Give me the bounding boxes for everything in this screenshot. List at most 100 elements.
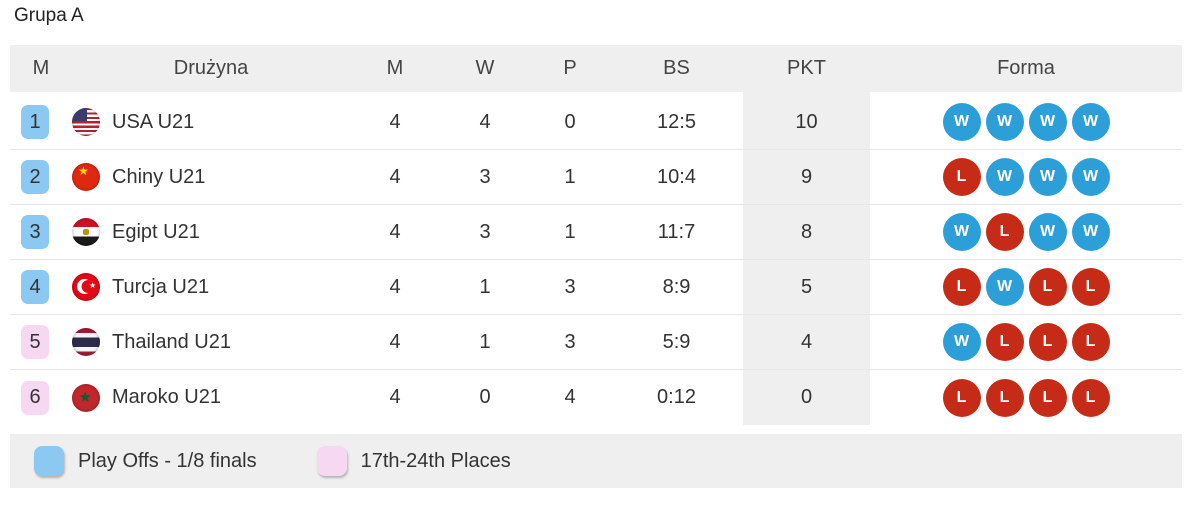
loss-badge: L <box>1028 378 1067 417</box>
win-badge: W <box>1071 103 1110 141</box>
set-ratio-value: 10:4 <box>657 165 696 188</box>
china-flag-icon <box>72 163 100 191</box>
set-ratio-value: 11:7 <box>657 220 696 243</box>
loss-badge: L <box>985 378 1024 417</box>
table-header-row: M Drużyna M W P BS PKT Forma <box>10 45 1182 92</box>
set-ratio-value: 0:12 <box>657 386 696 408</box>
header-matches: M <box>386 57 404 79</box>
header-team: Drużyna <box>173 57 249 79</box>
legend-label: Play Offs - 1/8 finals <box>78 449 257 472</box>
set-ratio-value: 12:5 <box>657 110 696 133</box>
header-form: Forma <box>997 57 1055 79</box>
position-badge: 1 <box>21 105 49 139</box>
losses-value: 3 <box>564 275 576 298</box>
win-badge: W <box>942 323 981 361</box>
team-name[interactable]: Turcja U21 <box>112 275 210 298</box>
legend-label: 17th-24th Places <box>360 449 511 472</box>
legend-bar: Play Offs - 1/8 finals 17th-24th Places <box>10 434 1182 488</box>
wins-value: 3 <box>479 165 491 188</box>
position-badge: 6 <box>21 380 49 415</box>
header-wins: W <box>475 57 495 79</box>
places-color-swatch <box>316 446 347 476</box>
matches-played-value: 4 <box>389 110 401 133</box>
wins-value: 0 <box>479 386 491 408</box>
points-value: 4 <box>800 330 813 353</box>
egypt-flag-icon <box>72 218 100 246</box>
loss-badge: L <box>985 213 1024 251</box>
set-ratio-value: 8:9 <box>662 275 691 298</box>
win-badge: W <box>1028 103 1067 141</box>
win-badge: W <box>1028 158 1067 196</box>
win-badge: W <box>985 158 1024 196</box>
win-badge: W <box>1071 213 1110 251</box>
loss-badge: L <box>1028 323 1067 361</box>
win-badge: W <box>1028 213 1067 251</box>
position-badge: 2 <box>21 160 49 194</box>
win-badge: W <box>985 268 1024 306</box>
losses-value: 3 <box>564 330 576 353</box>
standings-table: M Drużyna M W P BS PKT Forma 1 USA U21 4… <box>10 45 1182 425</box>
points-value: 9 <box>800 165 813 188</box>
turkey-flag-icon <box>72 273 100 301</box>
position-badge: 4 <box>21 270 49 304</box>
set-ratio-value: 5:9 <box>662 330 691 353</box>
losses-value: 4 <box>564 386 576 408</box>
loss-badge: L <box>1071 323 1110 361</box>
losses-value: 0 <box>564 110 576 133</box>
legend-item-places: 17th-24th Places <box>316 446 511 476</box>
header-set-ratio: BS <box>663 57 690 79</box>
thailand-flag-icon <box>72 328 100 356</box>
team-name[interactable]: Thailand U21 <box>112 330 231 353</box>
win-badge: W <box>1071 158 1110 196</box>
loss-badge: L <box>942 158 981 196</box>
header-points: PKT <box>787 57 826 79</box>
playoff-color-swatch <box>34 446 64 476</box>
team-name[interactable]: Egipt U21 <box>112 220 200 243</box>
team-name[interactable]: USA U21 <box>112 110 195 133</box>
loss-badge: L <box>942 378 981 417</box>
losses-value: 1 <box>564 165 576 188</box>
wins-value: 1 <box>479 275 491 298</box>
losses-value: 1 <box>564 220 576 243</box>
header-losses: P <box>563 57 577 79</box>
loss-badge: L <box>985 323 1024 361</box>
loss-badge: L <box>1071 378 1110 417</box>
loss-badge: L <box>1071 268 1110 306</box>
matches-played-value: 4 <box>389 220 401 243</box>
header-position: M <box>32 57 50 79</box>
points-value: 10 <box>795 110 818 133</box>
points-value: 0 <box>800 386 813 408</box>
loss-badge: L <box>1028 268 1067 306</box>
page-title: Grupa A <box>14 5 84 26</box>
matches-played-value: 4 <box>389 386 401 408</box>
points-value: 5 <box>800 275 813 298</box>
legend-item-playoffs: Play Offs - 1/8 finals <box>34 446 257 476</box>
wins-value: 1 <box>479 330 491 353</box>
wins-value: 4 <box>479 110 491 133</box>
matches-played-value: 4 <box>389 165 401 188</box>
wins-value: 3 <box>479 220 491 243</box>
loss-badge: L <box>942 268 981 306</box>
win-badge: W <box>942 213 981 251</box>
position-badge: 3 <box>21 215 49 249</box>
points-value: 8 <box>800 220 813 243</box>
matches-played-value: 4 <box>389 275 401 298</box>
win-badge: W <box>985 103 1024 141</box>
team-name[interactable]: Chiny U21 <box>112 165 206 188</box>
team-name[interactable]: Maroko U21 <box>112 386 221 408</box>
points-column-stripe <box>743 45 870 425</box>
usa-flag-icon <box>72 108 100 136</box>
